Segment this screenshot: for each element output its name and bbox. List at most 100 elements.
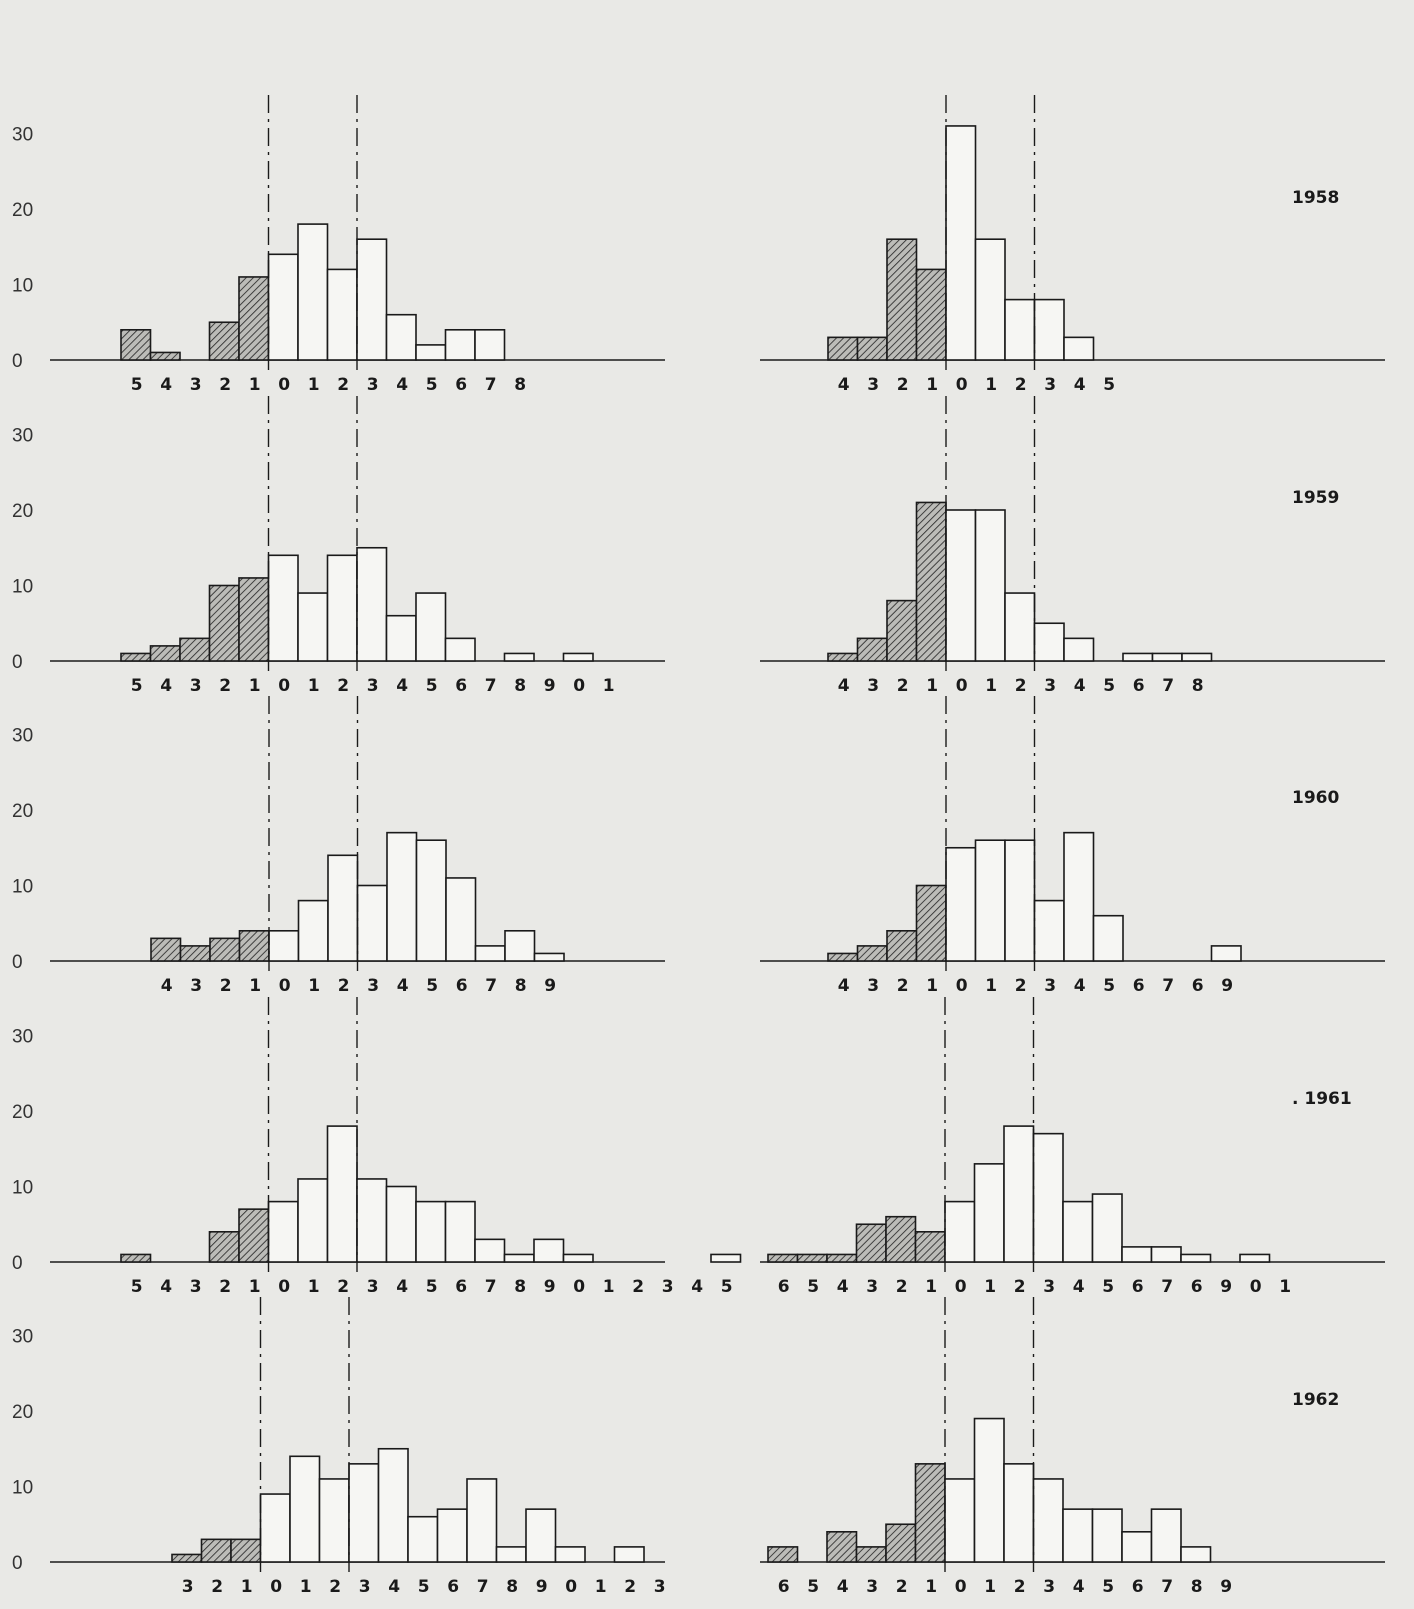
x-tick-label: 1 bbox=[249, 676, 261, 696]
y-tick-label: 20 bbox=[12, 1402, 33, 1423]
x-tick-label: 3 bbox=[367, 375, 379, 395]
open-bar bbox=[1004, 298, 1036, 361]
hatched-bar bbox=[826, 1253, 858, 1263]
open-bar bbox=[1239, 1253, 1271, 1263]
open-bar bbox=[356, 884, 388, 962]
x-tick-label: 5 bbox=[426, 976, 438, 996]
open-bar bbox=[974, 238, 1006, 361]
x-tick-label: 3 bbox=[867, 976, 879, 996]
x-tick-label: 1 bbox=[249, 1277, 261, 1297]
open-bar bbox=[356, 1178, 388, 1263]
open-bar bbox=[1092, 914, 1124, 962]
hatched-bar bbox=[209, 937, 241, 962]
hatched-bar bbox=[855, 1223, 887, 1263]
x-tick-label: 1 bbox=[241, 1577, 253, 1597]
x-tick-label: 7 bbox=[485, 1277, 497, 1297]
open-bar bbox=[944, 1200, 976, 1263]
hatched-bar bbox=[238, 929, 270, 962]
x-tick-label: 2 bbox=[1015, 676, 1027, 696]
hatched-bar bbox=[179, 637, 211, 662]
x-tick-label: 2 bbox=[624, 1577, 636, 1597]
y-tick-label: 20 bbox=[12, 200, 33, 221]
hatched-bar bbox=[179, 945, 211, 962]
x-tick-label: 3 bbox=[190, 1277, 202, 1297]
open-bar bbox=[1180, 1253, 1212, 1263]
hatched-bar bbox=[856, 336, 888, 361]
x-tick-label: 4 bbox=[388, 1577, 400, 1597]
x-tick-label: 2 bbox=[1014, 1277, 1026, 1297]
x-tick-label: 4 bbox=[1074, 976, 1086, 996]
x-tick-label: 2 bbox=[897, 976, 909, 996]
open-bar bbox=[444, 328, 476, 361]
open-bar bbox=[415, 839, 447, 962]
x-tick-label: 9 bbox=[544, 676, 556, 696]
y-tick-label: 10 bbox=[12, 577, 33, 598]
x-tick-label: 6 bbox=[1191, 1277, 1203, 1297]
x-tick-label: 1 bbox=[926, 676, 938, 696]
open-bar bbox=[407, 1515, 439, 1563]
open-bar bbox=[1033, 298, 1065, 361]
x-tick-label: 8 bbox=[515, 976, 527, 996]
x-tick-label: 2 bbox=[337, 676, 349, 696]
year-label: . 1961 bbox=[1292, 1089, 1352, 1109]
x-tick-label: 0 bbox=[1250, 1277, 1262, 1297]
x-tick-label: 1 bbox=[603, 676, 615, 696]
x-tick-label: 6 bbox=[1192, 976, 1204, 996]
x-tick-label: 9 bbox=[1221, 976, 1233, 996]
x-tick-label: 6 bbox=[455, 375, 467, 395]
x-tick-label: 1 bbox=[249, 375, 261, 395]
x-tick-label: 8 bbox=[1191, 1577, 1203, 1597]
x-tick-label: 1 bbox=[308, 1277, 320, 1297]
x-tick-label: 2 bbox=[219, 1277, 231, 1297]
open-bar bbox=[377, 1447, 409, 1563]
hatched-bar bbox=[767, 1546, 799, 1563]
x-tick-label: 7 bbox=[1161, 1277, 1173, 1297]
year-label: 1960 bbox=[1292, 788, 1339, 808]
y-tick-label: 10 bbox=[12, 1178, 33, 1199]
x-tick-label: 5 bbox=[426, 676, 438, 696]
open-bar bbox=[1180, 1546, 1212, 1563]
open-bar bbox=[1003, 1125, 1035, 1263]
y-tick-label: 0 bbox=[12, 351, 23, 372]
hatched-bar bbox=[856, 945, 888, 962]
x-tick-label: 1 bbox=[985, 676, 997, 696]
open-bar bbox=[1151, 652, 1183, 662]
x-tick-label: 0 bbox=[278, 1277, 290, 1297]
open-bar bbox=[533, 1238, 565, 1263]
x-tick-label: 2 bbox=[211, 1577, 223, 1597]
x-tick-label: 2 bbox=[219, 375, 231, 395]
open-bar bbox=[415, 344, 447, 361]
y-tick-label: 0 bbox=[12, 1253, 23, 1274]
x-tick-label: 3 bbox=[866, 1577, 878, 1597]
hatched-bar bbox=[171, 1553, 203, 1563]
open-bar bbox=[1033, 622, 1065, 662]
open-bar bbox=[326, 1125, 358, 1263]
hatched-bar bbox=[885, 1523, 917, 1563]
hatched-bar bbox=[796, 1253, 828, 1263]
open-bar bbox=[385, 313, 417, 361]
open-bar bbox=[267, 554, 299, 662]
open-bar bbox=[356, 546, 388, 662]
hatched-bar bbox=[238, 577, 270, 662]
open-bar bbox=[1032, 1478, 1064, 1563]
y-tick-label: 10 bbox=[12, 877, 33, 898]
y-tick-label: 20 bbox=[12, 1102, 33, 1123]
x-tick-label: 1 bbox=[308, 976, 320, 996]
open-bar bbox=[474, 328, 506, 361]
x-tick-label: 1 bbox=[308, 676, 320, 696]
histogram-panel: 6 5 4 3 2 1 0 1 2 3 4 5 6 7 6 9 0 1. 1961 bbox=[760, 997, 1385, 1297]
x-tick-label: 4 bbox=[160, 375, 172, 395]
open-bar bbox=[289, 1455, 321, 1563]
open-bar bbox=[415, 1200, 447, 1263]
open-bar bbox=[1063, 637, 1095, 662]
x-tick-label: 4 bbox=[160, 676, 172, 696]
open-bar bbox=[326, 554, 358, 662]
x-tick-label: 1 bbox=[603, 1277, 615, 1297]
open-bar bbox=[973, 1417, 1005, 1563]
x-tick-label: 5 bbox=[131, 676, 143, 696]
x-tick-label: 5 bbox=[1102, 1577, 1114, 1597]
open-bar bbox=[503, 652, 535, 662]
